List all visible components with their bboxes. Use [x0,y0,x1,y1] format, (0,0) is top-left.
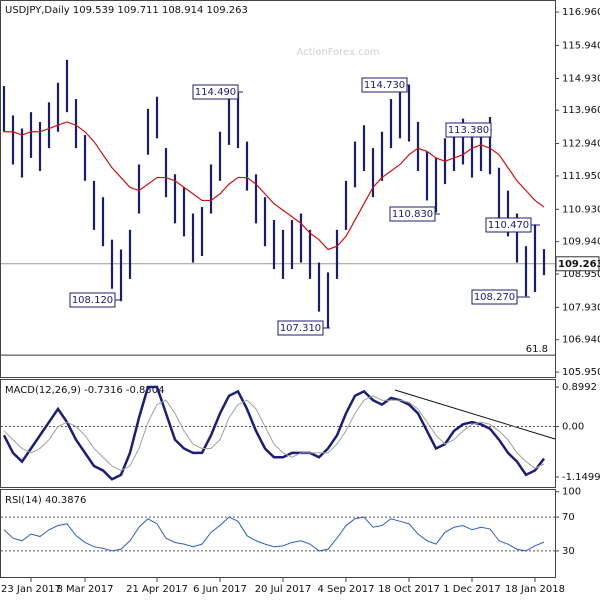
annotation: 108.120 [72,295,113,306]
y-tick-label: 100 [562,487,581,498]
x-tick-label: 23 Jan 2017 [1,584,61,595]
x-tick-label: 21 Apr 2017 [126,584,188,595]
y-tick-label: 116.960 [562,7,600,18]
trend-line [394,389,556,440]
panel-title: USDJPY,Daily 109.539 109.711 108.914 109… [5,5,248,16]
watermark: ActionForex.com [296,47,379,58]
annotation-box [445,122,492,138]
series-line [3,395,545,471]
annotation: 110.470 [488,220,529,231]
annotation: 114.730 [364,80,405,91]
y-tick-label: 115.940 [562,40,600,51]
annotation: 113.380 [448,125,489,136]
annotation-box [361,77,408,93]
x-tick-label: 8 Mar 2017 [56,584,113,595]
y-tick-label: 114.930 [562,73,600,84]
y-tick-label: 107.930 [562,302,600,313]
series-line [3,516,545,552]
annotation-box [485,217,532,233]
moving-average [4,121,545,251]
price-label: 109.263 [558,259,600,270]
annotation-box [192,84,239,100]
annotation: 114.490 [195,87,236,98]
x-tick-label: 18 Jan 2018 [505,584,565,595]
y-tick-label: 113.960 [562,105,600,116]
y-tick-label: 110.930 [562,204,600,215]
annotation-box [471,289,518,305]
y-tick-label: 112.940 [562,139,600,150]
price-panel [0,0,556,378]
x-tick-label: 6 Jun 2017 [193,584,247,595]
y-tick-label: -1.1499 [562,472,600,483]
x-tick-label: 20 Jul 2017 [255,584,312,595]
y-tick-label: 106.940 [562,335,600,346]
y-tick-label: 105.950 [562,367,600,378]
annotation: 107.310 [280,323,321,334]
panel-title: MACD(12,26,9) -0.7316 -0.8504 [5,385,165,396]
y-tick-label: 111.950 [562,171,600,182]
annotation: 108.270 [474,292,515,303]
annotation-box [389,206,436,222]
series-line [2,385,545,481]
rsi-panel [0,489,556,578]
annotation-box [69,292,116,308]
price-box [555,256,600,272]
y-tick-label: 0.00 [562,422,584,433]
macd-panel [0,379,556,488]
y-tick-label: 70 [562,512,575,523]
annotation-box [277,320,324,336]
x-tick-label: 18 Oct 2017 [378,584,440,595]
y-tick-label: 0.8992 [562,382,597,393]
fib-label: 61.8 [526,344,548,355]
annotation: 110.830 [392,209,433,220]
x-tick-label: 1 Dec 2017 [443,584,501,595]
y-tick-label: 109.940 [562,237,600,248]
y-tick-label: 30 [562,546,575,557]
x-tick-label: 4 Sep 2017 [317,584,374,595]
panel-title: RSI(14) 40.3876 [5,495,86,506]
y-tick-label: 108.950 [562,269,600,280]
